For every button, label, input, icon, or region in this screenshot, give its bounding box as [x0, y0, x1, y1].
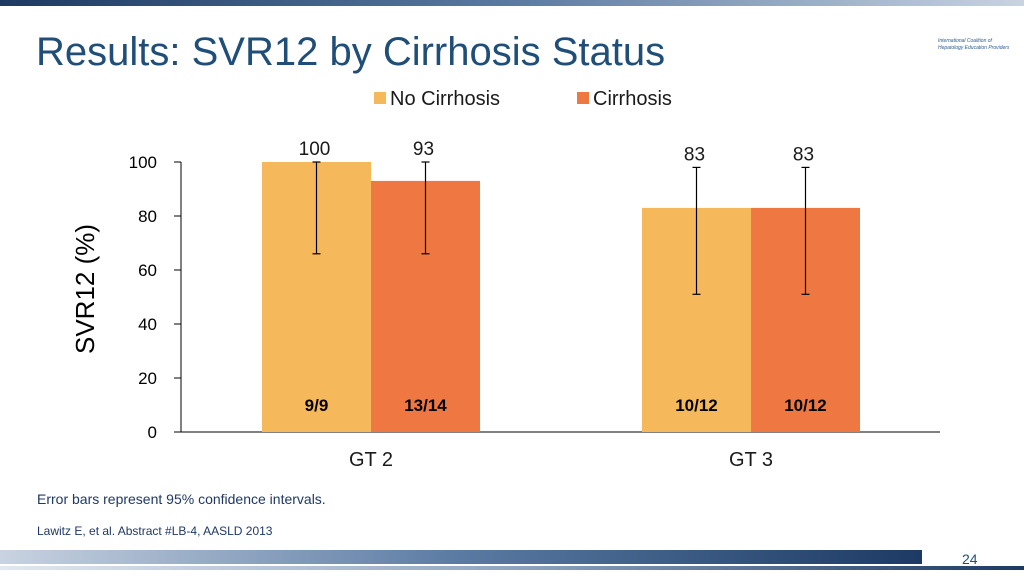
y-axis-label: SVR12 (%)	[70, 224, 100, 354]
top-decorative-band	[0, 0, 1024, 6]
bottom-decorative-line	[0, 566, 1024, 570]
y-tick-label: 60	[138, 261, 157, 280]
legend-swatch	[374, 92, 386, 104]
y-tick-label: 20	[138, 369, 157, 388]
data-value-label: 93	[413, 139, 434, 160]
organization-logo: International Coalition of Hepatology Ed…	[938, 38, 1010, 51]
page-number: 24	[962, 551, 978, 567]
slide-title: Results: SVR12 by Cirrhosis Status	[36, 30, 666, 74]
n-count-label: 10/12	[784, 396, 827, 415]
error-bar-footnote: Error bars represent 95% confidence inte…	[37, 491, 326, 507]
bottom-decorative-band	[0, 550, 922, 564]
data-value-label: 83	[793, 144, 814, 165]
data-value-label: 100	[299, 139, 331, 160]
y-tick-label: 0	[148, 423, 157, 442]
legend-swatch	[577, 92, 589, 104]
data-value-label: 83	[684, 144, 705, 165]
y-tick-label: 40	[138, 315, 157, 334]
x-category-label: GT 2	[349, 449, 393, 471]
n-count-label: 9/9	[305, 396, 329, 415]
legend-label: Cirrhosis	[593, 88, 672, 110]
y-tick-label: 80	[138, 207, 157, 226]
x-category-label: GT 3	[729, 449, 773, 471]
n-count-label: 13/14	[404, 396, 447, 415]
y-tick-label: 100	[129, 153, 157, 172]
citation: Lawitz E, et al. Abstract #LB-4, AASLD 2…	[37, 524, 273, 538]
legend-label: No Cirrhosis	[390, 88, 500, 110]
n-count-label: 10/12	[675, 396, 718, 415]
